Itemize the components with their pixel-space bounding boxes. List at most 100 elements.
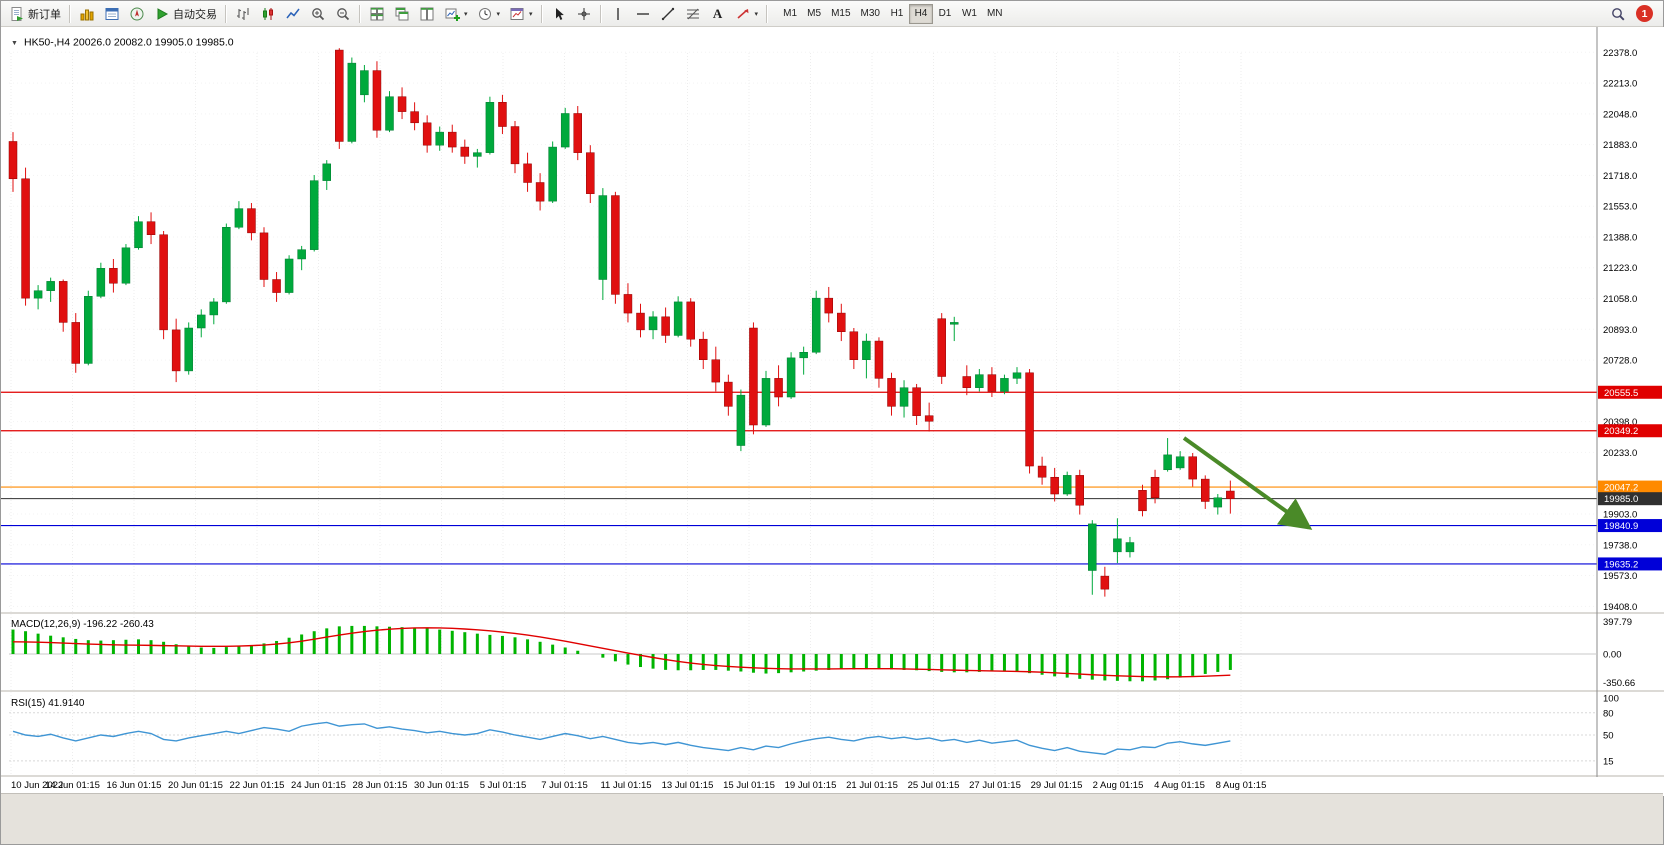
templates-button[interactable]: ▾	[505, 3, 537, 25]
svg-text:22048.0: 22048.0	[1603, 109, 1637, 120]
svg-text:25 Jul 01:15: 25 Jul 01:15	[908, 780, 960, 791]
window-bottom-area	[1, 793, 1663, 844]
rsi-label: RSI(15) 41.9140	[11, 698, 85, 709]
cascade-windows-button[interactable]	[390, 3, 414, 25]
toolbar-separator	[599, 4, 602, 23]
horizontal-line-tool-button[interactable]	[631, 3, 655, 25]
vertical-line-tool-button[interactable]	[606, 3, 630, 25]
svg-text:11 Jul 01:15: 11 Jul 01:15	[600, 780, 651, 791]
navigator-icon	[129, 6, 145, 22]
search-button[interactable]	[1606, 3, 1630, 25]
tile-windows-button[interactable]	[365, 3, 389, 25]
new-order-button[interactable]: 新订单	[5, 3, 65, 25]
autotrading-icon	[154, 6, 170, 22]
svg-text:19985.0: 19985.0	[1604, 494, 1638, 505]
trend-arrow[interactable]	[1182, 436, 1313, 530]
timeframe-H1[interactable]: H1	[885, 4, 909, 24]
timeframe-M30[interactable]: M30	[856, 4, 885, 24]
toolbar-separator	[225, 4, 227, 23]
tile-vertical-icon	[419, 6, 435, 22]
navigator-button[interactable]	[125, 3, 149, 25]
svg-text:19738.0: 19738.0	[1603, 540, 1637, 551]
timeframe-M5[interactable]: M5	[802, 4, 826, 24]
dropdown-caret: ▾	[496, 10, 501, 18]
svg-text:4 Aug 01:15: 4 Aug 01:15	[1154, 780, 1205, 791]
timeframe-M15[interactable]: M15	[826, 4, 855, 24]
svg-text:50: 50	[1603, 731, 1614, 742]
profiles-button[interactable]: ▾	[473, 3, 505, 25]
arrows-tool-icon	[735, 6, 751, 22]
svg-text:20233.0: 20233.0	[1603, 448, 1637, 459]
timeframe-toolbar: M1 M5 M15 M30 H1 H4 D1 W1 MN	[778, 3, 1008, 24]
svg-text:21223.0: 21223.0	[1603, 263, 1637, 274]
svg-text:20728.0: 20728.0	[1603, 356, 1637, 367]
templates-icon	[509, 6, 525, 22]
market-watch-button[interactable]	[75, 3, 99, 25]
svg-text:15: 15	[1603, 756, 1614, 767]
svg-text:20398.0: 20398.0	[1603, 417, 1637, 428]
svg-text:15 Jul 01:15: 15 Jul 01:15	[723, 780, 775, 791]
timeframe-W1[interactable]: W1	[957, 4, 982, 24]
zoom-out-button[interactable]	[331, 3, 355, 25]
tile-vertical-button[interactable]	[415, 3, 439, 25]
new-chart-icon	[444, 6, 460, 22]
zoom-in-icon	[310, 6, 326, 22]
bar-chart-button[interactable]	[231, 3, 255, 25]
timeframe-MN[interactable]: MN	[982, 4, 1008, 24]
arrows-tool-button[interactable]: ▾	[731, 3, 763, 25]
notification-badge[interactable]: 1	[1636, 5, 1653, 22]
tile-windows-icon	[369, 6, 385, 22]
toolbar-separator	[766, 4, 769, 23]
candlestick-chart-button[interactable]	[256, 3, 280, 25]
svg-text:20893.0: 20893.0	[1603, 325, 1637, 336]
svg-text:19635.2: 19635.2	[1604, 559, 1638, 570]
line-chart-button[interactable]	[281, 3, 305, 25]
svg-text:21718.0: 21718.0	[1603, 171, 1637, 182]
trendline-icon	[660, 6, 676, 22]
svg-text:30 Jun 01:15: 30 Jun 01:15	[414, 780, 469, 791]
data-window-button[interactable]	[100, 3, 124, 25]
candles	[8, 48, 1235, 597]
timeframe-M1[interactable]: M1	[778, 4, 802, 24]
new-chart-button[interactable]: ▾	[440, 3, 472, 25]
zoom-in-button[interactable]	[306, 3, 330, 25]
data-window-icon	[104, 6, 120, 22]
rsi-line	[12, 721, 1231, 755]
timeframe-H4[interactable]: H4	[908, 3, 933, 24]
trendline-tool-button[interactable]	[656, 3, 680, 25]
svg-text:0.00: 0.00	[1603, 650, 1622, 661]
price-axis[interactable]: 22378.0 22213.0 22048.0 21883.0 21718.0 21553…	[1603, 48, 1637, 768]
svg-text:22378.0: 22378.0	[1603, 48, 1637, 59]
svg-text:22213.0: 22213.0	[1603, 79, 1637, 90]
crosshair-button[interactable]	[572, 3, 596, 25]
svg-text:8 Aug 01:15: 8 Aug 01:15	[1216, 780, 1267, 791]
svg-text:100: 100	[1603, 694, 1619, 705]
profiles-clock-icon	[477, 6, 493, 22]
svg-text:20047.2: 20047.2	[1604, 483, 1638, 494]
svg-text:7 Jul 01:15: 7 Jul 01:15	[541, 780, 587, 791]
cursor-icon	[551, 6, 567, 22]
text-tool-icon: A	[712, 5, 723, 21]
cascade-windows-icon	[394, 6, 410, 22]
gridlines	[9, 51, 1597, 777]
svg-text:19 Jul 01:15: 19 Jul 01:15	[785, 780, 837, 791]
cursor-button[interactable]	[547, 3, 571, 25]
svg-text:21883.0: 21883.0	[1603, 140, 1637, 151]
new-order-icon	[9, 6, 25, 22]
autotrading-label: 自动交易	[173, 8, 217, 21]
toolbar-separator	[540, 4, 543, 23]
timeframe-D1[interactable]: D1	[933, 4, 957, 24]
rsi-panel: RSI(15) 41.9140	[9, 698, 1597, 762]
svg-text:21553.0: 21553.0	[1603, 202, 1637, 213]
autotrading-button[interactable]: 自动交易	[150, 3, 221, 25]
svg-text:27 Jul 01:15: 27 Jul 01:15	[969, 780, 1021, 791]
svg-text:20349.2: 20349.2	[1604, 426, 1638, 437]
main-toolbar: 新订单 自动交易 ▾ ▾ ▾ A ▾ M1 M5 M15 M30 H1 H4	[1, 1, 1663, 27]
chart-area[interactable]: 22378.0 22213.0 22048.0 21883.0 21718.0 21553…	[1, 27, 1664, 796]
svg-text:22 Jun 01:15: 22 Jun 01:15	[230, 780, 285, 791]
text-tool-button[interactable]: A	[706, 3, 730, 25]
fibonacci-tool-button[interactable]	[681, 3, 705, 25]
